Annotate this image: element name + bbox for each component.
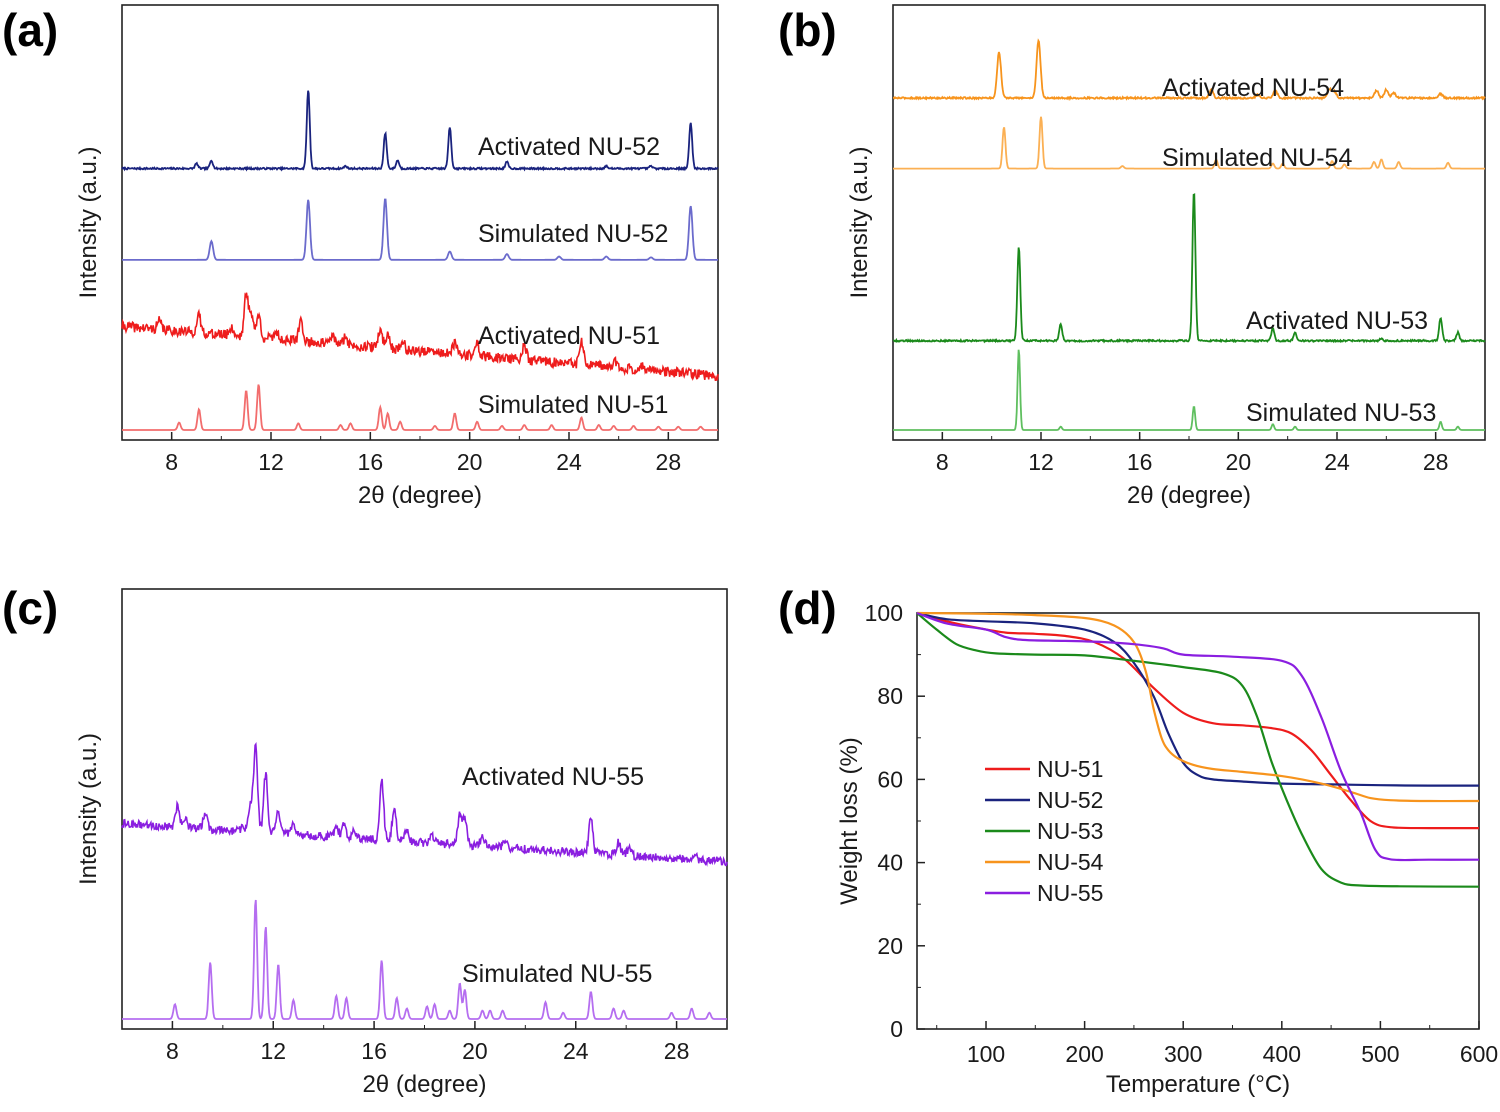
x-tick-label: 8 — [165, 449, 178, 475]
series-line-simulated-nu-51 — [122, 384, 718, 431]
legend-label: NU-51 — [1037, 756, 1103, 782]
y-axis-title: Intensity (a.u.) — [846, 146, 873, 298]
y-axis-title: Intensity (a.u.) — [75, 733, 102, 885]
x-tick-label: 16 — [358, 449, 384, 475]
series-line-activated-nu-52 — [121, 90, 719, 172]
series-label: Activated NU-55 — [462, 763, 644, 791]
panel-label-c: (c) — [2, 582, 58, 634]
x-tick-label: 300 — [1164, 1041, 1202, 1067]
series-label: Activated NU-52 — [478, 133, 660, 161]
x-axis-title: Temperature (°C) — [1106, 1071, 1290, 1098]
x-tick-label: 500 — [1361, 1041, 1399, 1067]
y-tick-label: 100 — [865, 600, 903, 626]
series-label: Activated NU-53 — [1246, 307, 1428, 335]
legend-label: NU-53 — [1037, 818, 1103, 844]
series-label: Simulated NU-52 — [478, 220, 668, 248]
series-label: Simulated NU-55 — [462, 960, 652, 988]
series-label: Simulated NU-54 — [1162, 144, 1352, 172]
series-line-nu-53 — [916, 612, 1480, 888]
series-line-nu-55 — [916, 611, 1480, 862]
series-line-activated-nu-55 — [121, 742, 728, 867]
series-label: Activated NU-54 — [1162, 74, 1344, 102]
panel-label-d: (d) — [778, 582, 837, 634]
plot-frame — [916, 612, 1480, 1030]
y-tick-label: 40 — [877, 850, 903, 876]
panel-label-a: (a) — [2, 4, 58, 56]
series-line-activated-nu-54 — [893, 38, 1486, 101]
y-tick-label: 0 — [890, 1016, 903, 1042]
series-line-simulated-nu-53 — [893, 349, 1485, 431]
x-tick-label: 400 — [1263, 1041, 1301, 1067]
series-line-simulated-nu-52 — [122, 198, 718, 261]
series-line-activated-nu-53 — [892, 193, 1486, 344]
x-tick-label: 20 — [457, 449, 483, 475]
x-tick-label: 20 — [462, 1038, 488, 1064]
x-tick-label: 16 — [1127, 449, 1153, 475]
series-line-simulated-nu-55 — [122, 899, 727, 1020]
y-tick-label: 80 — [877, 683, 903, 709]
x-tick-label: 100 — [967, 1041, 1005, 1067]
x-axis-title: 2θ (degree) — [1127, 482, 1251, 509]
x-tick-label: 28 — [1423, 449, 1449, 475]
x-tick-label: 8 — [936, 449, 949, 475]
panel-label-b: (b) — [778, 4, 837, 56]
legend-label: NU-52 — [1037, 787, 1103, 813]
x-tick-label: 24 — [1324, 449, 1350, 475]
panel-a-xrd-chart: 8 12 16 20 24 28 2θ (degree) Intensity (a.u.) Ac… — [75, 4, 719, 509]
series-line-activated-nu-51 — [121, 292, 719, 382]
series-line-nu-54 — [916, 611, 1480, 803]
x-tick-label: 200 — [1065, 1041, 1103, 1067]
series-line-nu-51 — [916, 611, 1480, 830]
x-axis-title: 2θ (degree) — [362, 1071, 486, 1098]
x-tick-label: 20 — [1226, 449, 1252, 475]
series-line-nu-52 — [916, 611, 1480, 787]
x-tick-label: 600 — [1460, 1041, 1498, 1067]
legend-label: NU-54 — [1037, 849, 1104, 875]
series-line-simulated-nu-54 — [893, 116, 1485, 170]
series-label: Activated NU-51 — [478, 322, 660, 350]
x-tick-label: 16 — [361, 1038, 387, 1064]
y-axis-title: Intensity (a.u.) — [75, 146, 102, 298]
x-tick-label: 24 — [556, 449, 582, 475]
y-tick-label: 20 — [877, 933, 903, 959]
y-axis-title: Weight loss (%) — [836, 737, 863, 905]
x-tick-label: 24 — [563, 1038, 589, 1064]
x-tick-label: 8 — [166, 1038, 179, 1064]
panel-b-xrd-chart: 8 12 16 20 24 28 2θ (degree) Intensity (a.u.) Ac… — [846, 4, 1486, 509]
x-tick-label: 12 — [258, 449, 284, 475]
x-tick-label: 28 — [656, 449, 682, 475]
series-label: Simulated NU-51 — [478, 391, 668, 419]
y-tick-label: 60 — [877, 766, 903, 792]
panel-d-tga-chart: 100 200 300 400 500 600 0 20 40 60 80 100 Temperatur… — [836, 600, 1498, 1098]
series-label: Simulated NU-53 — [1246, 399, 1436, 427]
plot-frame — [892, 4, 1486, 441]
x-tick-label: 12 — [260, 1038, 286, 1064]
x-tick-label: 28 — [664, 1038, 690, 1064]
panel-c-xrd-chart: 8 12 16 20 24 28 2θ (degree) Intensity (a.u.) Ac… — [75, 588, 728, 1098]
x-axis-title: 2θ (degree) — [358, 482, 482, 509]
x-tick-label: 12 — [1028, 449, 1054, 475]
legend-label: NU-55 — [1037, 880, 1103, 906]
